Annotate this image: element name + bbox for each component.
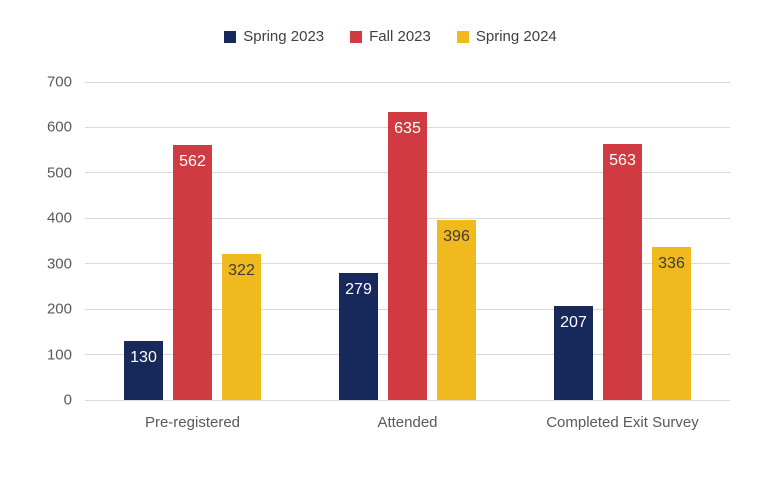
bar-spring-2024: 336 xyxy=(652,247,691,400)
y-axis-tick-label: 600 xyxy=(46,118,72,136)
legend-label: Spring 2024 xyxy=(475,28,557,45)
bar-fall-2023: 563 xyxy=(603,144,642,400)
legend-item: Fall 2023 xyxy=(350,28,431,45)
bar-data-label: 130 xyxy=(130,348,157,366)
bar-data-label: 207 xyxy=(560,313,587,331)
bar-spring-2024: 322 xyxy=(222,253,261,400)
legend-item: Spring 2024 xyxy=(456,28,557,45)
y-axis-tick-label: 200 xyxy=(46,300,72,318)
bar-data-label: 563 xyxy=(609,152,636,170)
y-axis-tick-label: 400 xyxy=(46,209,72,227)
bar-data-label: 396 xyxy=(443,228,470,246)
bar-spring-2023: 207 xyxy=(554,305,593,400)
bar-data-label: 562 xyxy=(179,152,206,170)
legend: Spring 2023 Fall 2023 Spring 2024 xyxy=(0,28,781,45)
bar-data-label: 279 xyxy=(345,281,372,299)
bar-data-label: 322 xyxy=(228,261,255,279)
x-axis-category-label: Completed Exit Survey xyxy=(546,414,699,431)
x-axis-category-label: Attended xyxy=(377,414,438,431)
bar-data-label: 336 xyxy=(658,255,685,273)
legend-label: Fall 2023 xyxy=(369,28,431,45)
legend-swatch-icon xyxy=(350,30,363,43)
y-axis-tick-label: 0 xyxy=(63,391,72,409)
legend-swatch-icon xyxy=(224,30,237,43)
gridline xyxy=(85,399,730,401)
legend-swatch-icon xyxy=(456,30,469,43)
plot-area: 0 100 200 300 400 500 600 700 Pre-registered 130 5… xyxy=(47,75,730,431)
y-axis-tick-label: 700 xyxy=(46,73,72,91)
x-axis-category-label: Pre-registered xyxy=(144,414,241,431)
bar-fall-2023: 562 xyxy=(173,144,212,400)
bar-data-label: 635 xyxy=(394,119,421,137)
y-axis-tick-label: 500 xyxy=(46,164,72,182)
legend-label: Spring 2023 xyxy=(243,28,325,45)
bar-fall-2023: 635 xyxy=(388,111,427,400)
bar-spring-2024: 396 xyxy=(437,220,476,400)
y-axis-tick-label: 300 xyxy=(46,255,72,273)
legend-item: Spring 2023 xyxy=(224,28,324,45)
gridline xyxy=(85,81,730,83)
y-axis-tick-label: 100 xyxy=(46,346,72,364)
bar-spring-2023: 130 xyxy=(124,340,163,400)
bar-spring-2023: 279 xyxy=(339,273,378,400)
